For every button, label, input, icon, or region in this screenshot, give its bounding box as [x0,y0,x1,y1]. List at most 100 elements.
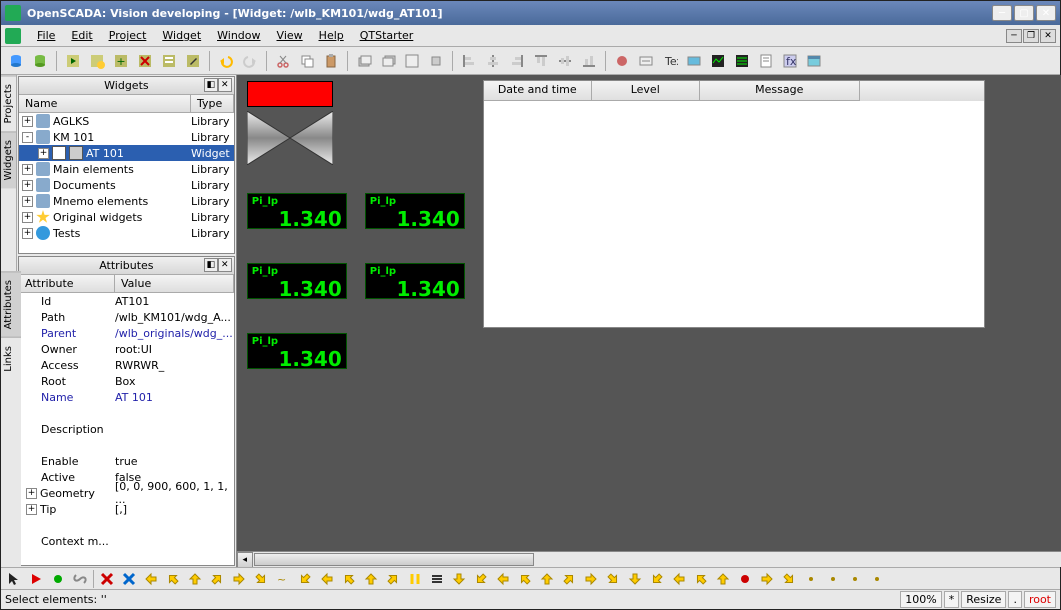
paste-button[interactable] [320,50,342,72]
tree-expander[interactable]: + [22,212,33,223]
cursor-icon[interactable] [5,570,23,588]
shape-tool-17[interactable] [516,570,534,588]
edit-button[interactable] [182,50,204,72]
shape-tool-32[interactable] [846,570,864,588]
tree-row[interactable]: +Original widgetsLibrary [19,209,234,225]
menu-edit[interactable]: Edit [63,27,100,44]
menu-window[interactable]: Window [209,27,268,44]
widgets-panel-close-button[interactable]: ✕ [218,78,232,92]
align-hcenter-button[interactable] [554,50,576,72]
tree-expander[interactable]: + [38,148,49,159]
attr-row[interactable]: NameAT 101 [19,389,234,405]
protocol-button[interactable] [731,50,753,72]
shape-tool-16[interactable] [494,570,512,588]
side-tab-links[interactable]: Links [1,337,21,380]
attr-row[interactable]: RootBox [19,373,234,389]
attributes-col-val[interactable]: Value [115,275,234,292]
add-visual-button[interactable]: + [110,50,132,72]
widgets-col-type[interactable]: Type [191,95,234,112]
shape-tool-29[interactable] [780,570,798,588]
attr-row[interactable] [19,437,234,453]
attr-row[interactable] [19,405,234,421]
shape-tool-26[interactable] [714,570,732,588]
copy-button[interactable] [296,50,318,72]
cross2-icon[interactable] [120,570,138,588]
link-icon[interactable] [71,570,89,588]
tree-expander[interactable]: - [22,132,33,143]
shape-tool-1[interactable] [164,570,182,588]
shape-tool-9[interactable] [340,570,358,588]
redo-button[interactable] [239,50,261,72]
pi-indicator[interactable]: Pi_lp1.340 [247,263,347,299]
attr-row[interactable]: Ownerroot:UI [19,341,234,357]
pi-indicator[interactable]: Pi_lp1.340 [247,333,347,369]
shape-tool-25[interactable] [692,570,710,588]
shape-tool-15[interactable] [472,570,490,588]
msg-col-header[interactable]: Message [700,81,860,101]
shape-tool-4[interactable] [230,570,248,588]
attr-value[interactable]: /wlb_KM101/wdg_A... [115,311,234,324]
attr-value[interactable]: Box [115,375,234,388]
tree-expander[interactable]: + [22,116,33,127]
shape-tool-8[interactable] [318,570,336,588]
attr-row[interactable]: Enabletrue [19,453,234,469]
attributes-panel-close-button[interactable]: ✕ [218,258,232,272]
shape-tool-13[interactable] [428,570,446,588]
pi-indicator[interactable]: Pi_lp1.340 [365,263,465,299]
undo-button[interactable] [215,50,237,72]
side-tab-attributes[interactable]: Attributes [1,271,21,337]
attributes-panel-float-button[interactable]: ◧ [204,258,218,272]
tree-expander[interactable]: + [22,180,33,191]
elfig-button[interactable] [611,50,633,72]
status-resize[interactable]: Resize [961,591,1006,608]
red-box-widget[interactable] [247,81,333,107]
document-button[interactable] [755,50,777,72]
cross-icon[interactable] [98,570,116,588]
shape-tool-2[interactable] [186,570,204,588]
tree-expander[interactable]: + [22,228,33,239]
menu-qtstarter[interactable]: QTStarter [352,27,422,44]
media-button[interactable] [683,50,705,72]
db-load-button[interactable] [5,50,27,72]
shape-tool-10[interactable] [362,570,380,588]
new-lib-button[interactable] [86,50,108,72]
widgets-col-name[interactable]: Name [19,95,191,112]
shape-tool-24[interactable] [670,570,688,588]
mdi-close-button[interactable]: ✕ [1040,29,1056,43]
shape-tool-22[interactable] [626,570,644,588]
attr-value[interactable]: [,] [115,503,234,516]
msg-col-header[interactable]: Date and time [484,81,592,101]
attr-row[interactable]: IdAT101 [19,293,234,309]
box-button[interactable] [803,50,825,72]
attr-value[interactable]: AT101 [115,295,234,308]
menu-file[interactable]: File [29,27,63,44]
attr-value[interactable]: AT 101 [115,391,234,404]
pi-indicator[interactable]: Pi_lp1.340 [365,193,465,229]
side-tab-projects[interactable]: Projects [1,75,16,131]
shape-tool-6[interactable]: ~ [274,570,292,588]
attr-row[interactable]: +Geometry[0, 0, 900, 600, 1, 1, ... [19,485,234,501]
mdi-restore-button[interactable]: ❐ [1023,29,1039,43]
function-button[interactable]: fx [779,50,801,72]
attr-row[interactable]: Description [19,421,234,437]
minimize-button[interactable]: ─ [992,5,1012,21]
lower-button[interactable] [425,50,447,72]
shape-tool-5[interactable] [252,570,270,588]
message-table-widget[interactable]: Date and timeLevelMessage [483,80,985,328]
shape-tool-31[interactable] [824,570,842,588]
formel-button[interactable] [635,50,657,72]
shape-tool-14[interactable] [450,570,468,588]
align-top-button[interactable] [530,50,552,72]
text-button[interactable]: Text [659,50,681,72]
cut-button[interactable] [272,50,294,72]
shape-tool-11[interactable] [384,570,402,588]
run-proj-button[interactable] [62,50,84,72]
level-up-button[interactable] [353,50,375,72]
record-icon[interactable] [49,570,67,588]
status-zoom[interactable]: 100% [900,591,941,608]
attr-row[interactable]: AccessRWRWR_ [19,357,234,373]
del-visual-button[interactable] [134,50,156,72]
attr-expander[interactable]: + [26,504,37,515]
maximize-button[interactable]: ▢ [1014,5,1034,21]
shape-tool-30[interactable] [802,570,820,588]
